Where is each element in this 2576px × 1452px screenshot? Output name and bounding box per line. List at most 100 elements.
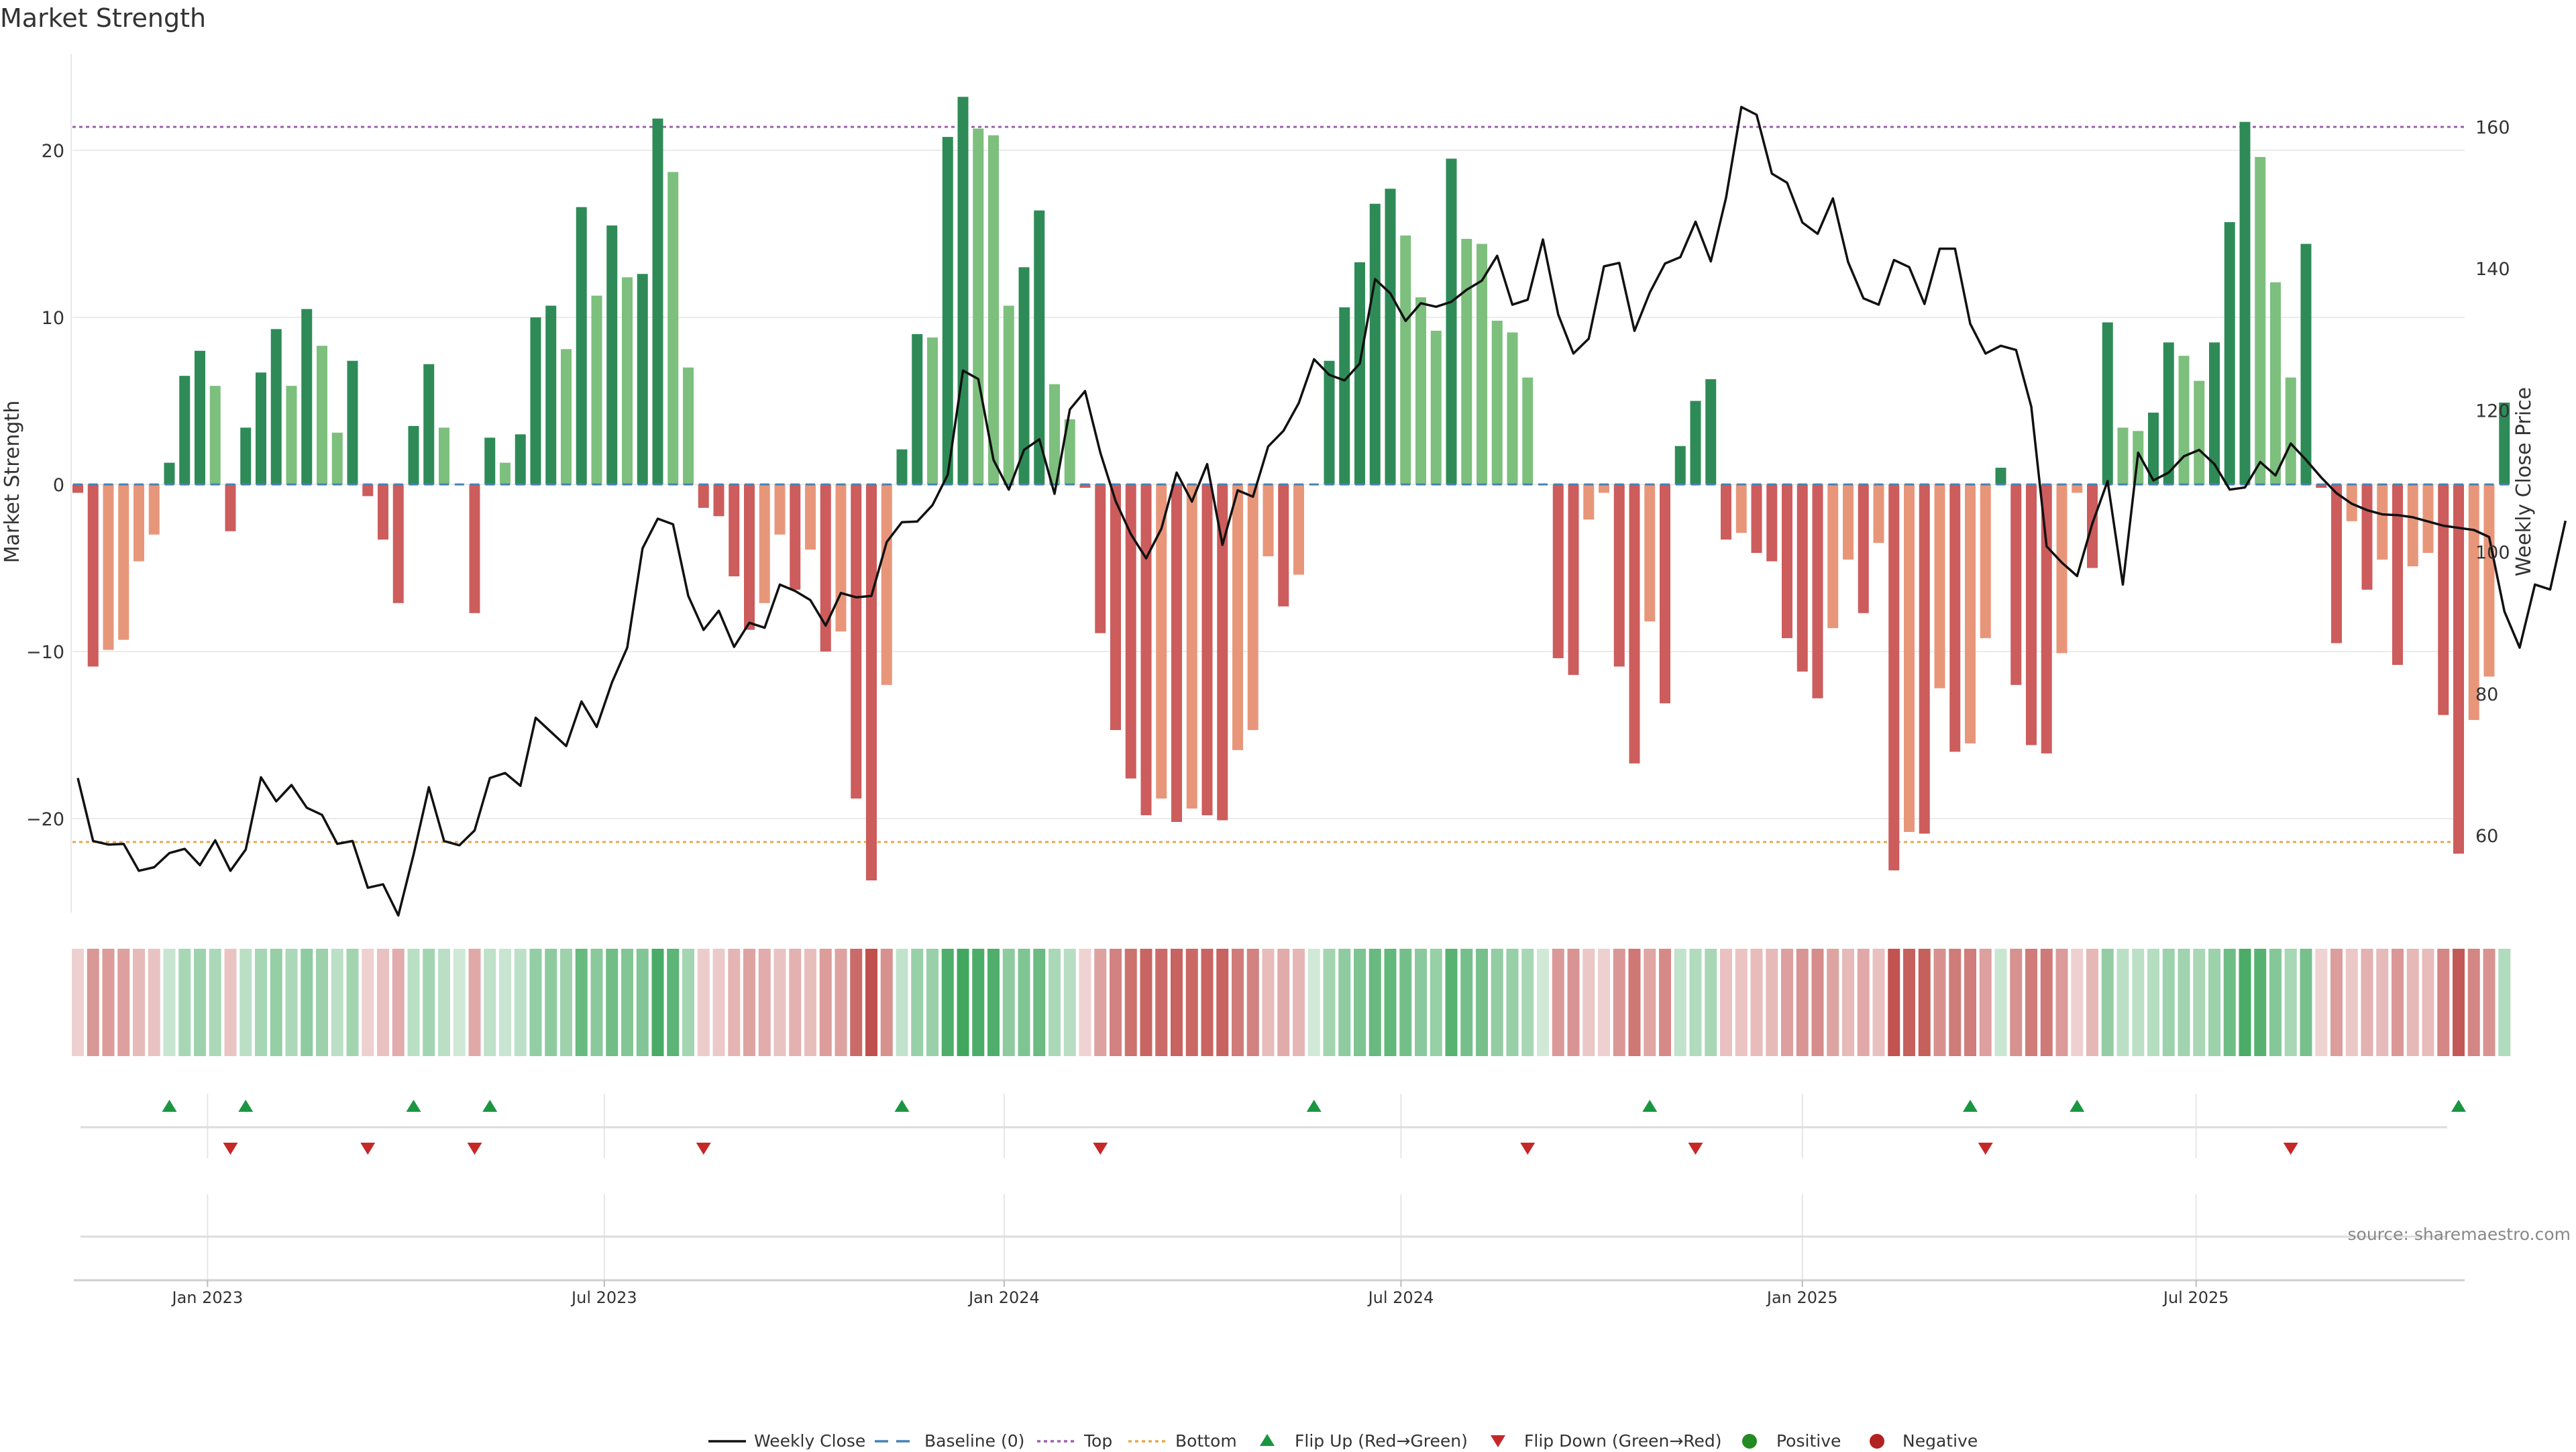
strength-bar xyxy=(1415,297,1426,484)
strength-bar xyxy=(72,484,83,493)
strength-bar xyxy=(2239,121,2251,485)
heat-cell xyxy=(1567,949,1580,1056)
legend: Weekly Close Baseline (0) Top Bottom Flip Up… xyxy=(708,1431,1978,1451)
heat-cell xyxy=(316,949,328,1056)
x-tick-label: Jul 2024 xyxy=(1367,1288,1434,1307)
heat-cell xyxy=(224,949,237,1056)
heat-cell xyxy=(1354,949,1366,1056)
heat-cell xyxy=(2162,949,2175,1056)
heat-cell xyxy=(651,949,664,1056)
heat-cell xyxy=(1063,949,1076,1056)
strength-bar xyxy=(1491,320,1503,484)
strength-bar xyxy=(1278,484,1289,607)
heat-cell xyxy=(2453,949,2465,1056)
heat-cell xyxy=(1491,949,1503,1056)
heat-cell xyxy=(1002,949,1015,1056)
strength-bar xyxy=(148,484,160,535)
heat-cell xyxy=(1094,949,1107,1056)
weekly-close-line xyxy=(76,105,2567,917)
heat-cell xyxy=(957,949,969,1056)
heat-cell xyxy=(438,949,450,1056)
strength-bar xyxy=(2407,484,2418,567)
strength-bar xyxy=(2178,356,2190,484)
heat-cell xyxy=(2483,949,2496,1056)
heat-cell xyxy=(1628,949,1641,1056)
strength-bar xyxy=(195,350,205,484)
strength-bar xyxy=(1171,484,1182,822)
heat-cell xyxy=(1918,949,1931,1056)
strength-bar xyxy=(942,137,953,484)
strength-bar xyxy=(256,372,266,484)
flip-up-marker xyxy=(2070,1100,2085,1112)
flip-down-marker xyxy=(1093,1143,1108,1155)
strength-heat-strip xyxy=(72,949,2511,1056)
flip-up-marker xyxy=(2451,1100,2466,1112)
strength-bar xyxy=(576,207,587,484)
legend-swatch-negative xyxy=(1870,1434,1884,1449)
strength-bar xyxy=(1507,332,1518,484)
strength-bar xyxy=(1599,484,1609,493)
heat-cell xyxy=(407,949,420,1056)
flip-up-marker xyxy=(1306,1100,1322,1112)
heat-cell xyxy=(1872,949,1885,1056)
heat-cell xyxy=(1964,949,1976,1056)
heat-cell xyxy=(2254,949,2267,1056)
strength-bar xyxy=(2224,222,2235,484)
x-tick-label: Jan 2024 xyxy=(967,1288,1040,1307)
heat-cell xyxy=(2208,949,2220,1056)
strength-bar xyxy=(1782,484,1792,639)
flip-up-marker xyxy=(406,1100,421,1112)
strength-bar xyxy=(1980,484,1991,639)
x-tick-label: Jul 2025 xyxy=(2162,1288,2229,1307)
strength-bar xyxy=(1064,419,1075,484)
heat-cell xyxy=(87,949,99,1056)
strength-bar xyxy=(698,484,709,508)
strength-bar xyxy=(1385,189,1396,484)
strength-bar xyxy=(1888,484,1900,871)
heat-cell xyxy=(1598,949,1610,1056)
strength-bar xyxy=(2194,380,2205,484)
heat-cell xyxy=(2376,949,2389,1056)
heat-cell xyxy=(1857,949,1870,1056)
strength-bar xyxy=(1079,484,1091,488)
strength-bars xyxy=(72,97,2510,881)
strength-bar xyxy=(1446,158,1457,484)
heat-cell xyxy=(1674,949,1686,1056)
heat-cell xyxy=(117,949,130,1056)
strength-bar xyxy=(790,484,801,590)
heat-cell xyxy=(1323,949,1336,1056)
strength-bar xyxy=(1613,484,1625,667)
heat-cell xyxy=(1079,949,1091,1056)
strength-bar xyxy=(988,135,999,485)
strength-bar xyxy=(484,437,496,484)
y2-tick-label: 80 xyxy=(2475,684,2498,705)
flip-up-marker xyxy=(482,1100,498,1112)
heat-cell xyxy=(773,949,786,1056)
heat-cell xyxy=(1766,949,1778,1056)
y-tick-label: 20 xyxy=(42,141,64,162)
heat-cell xyxy=(2498,949,2511,1056)
y2-tick-label: 100 xyxy=(2475,543,2510,564)
heat-cell xyxy=(1307,949,1320,1056)
heat-cell xyxy=(987,949,1000,1056)
chart-title: Market Strength xyxy=(0,3,206,33)
heat-cell xyxy=(667,949,680,1056)
strength-bar xyxy=(1843,484,1854,560)
heat-cell xyxy=(560,949,572,1056)
legend-label: Negative xyxy=(1902,1431,1978,1449)
y2-tick-label: 60 xyxy=(2475,826,2498,847)
heat-cell xyxy=(1796,949,1809,1056)
strength-bar xyxy=(2331,484,2342,643)
legend-swatch-positive xyxy=(1742,1434,1757,1449)
heat-cell xyxy=(1399,949,1412,1056)
strength-bar xyxy=(881,484,892,685)
strength-bar xyxy=(1034,210,1045,484)
strength-bar xyxy=(2392,484,2403,665)
x-tick-label: Jan 2023 xyxy=(171,1288,244,1307)
heat-cell xyxy=(1659,949,1671,1056)
strength-bar xyxy=(1827,484,1839,629)
heat-cell xyxy=(392,949,405,1056)
heat-cell xyxy=(636,949,649,1056)
heat-cell xyxy=(2437,949,2450,1056)
heat-cell xyxy=(1735,949,1748,1056)
